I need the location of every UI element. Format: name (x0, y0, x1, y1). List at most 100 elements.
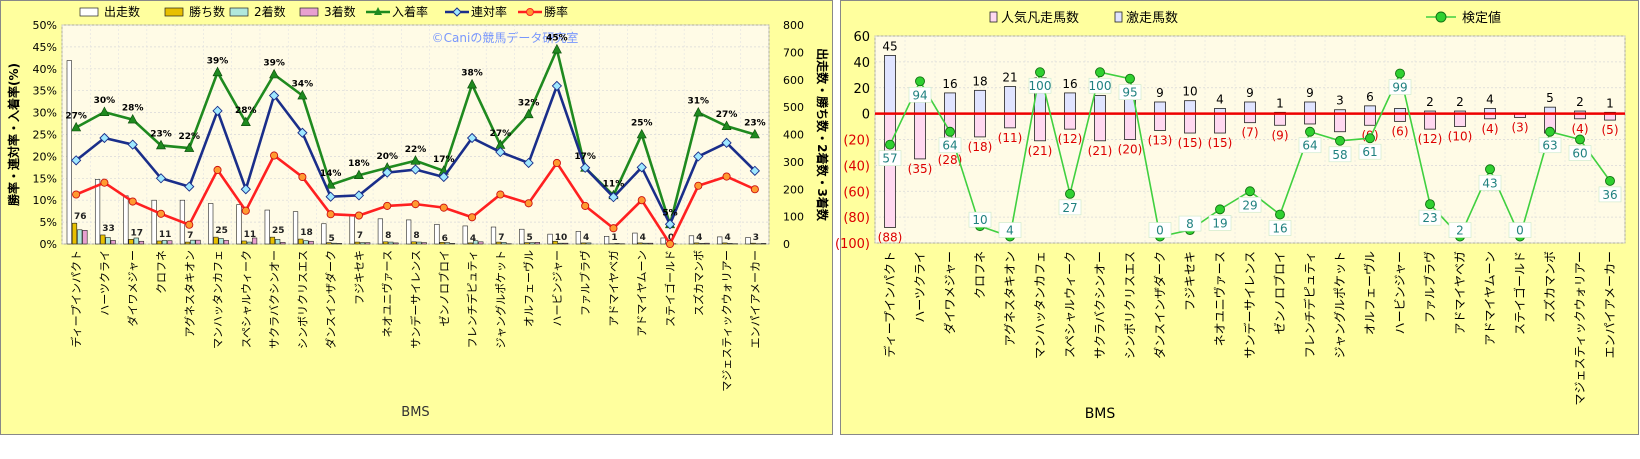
chart2-up-label: 9 (1306, 86, 1314, 100)
chart2-test-marker (1486, 165, 1495, 174)
chart1-bar-1 (751, 243, 756, 244)
chart1-bar-label: 7 (498, 233, 504, 243)
chart2-bar-up (945, 93, 956, 114)
chart2-up-label: 2 (1426, 95, 1434, 109)
chart1-bar-0 (152, 200, 157, 244)
chart1-bar-label: 8 (413, 231, 419, 241)
chart1-ytick-left: 40% (33, 63, 57, 76)
chart1-category-label: ハーツクライ (98, 250, 111, 316)
chart1-line-label: 18% (348, 159, 370, 169)
chart1-category-label: ディープインパクト (69, 250, 83, 348)
chart2-category-label: スペシャルウィーク (1063, 251, 1077, 358)
chart2-test-label: 10 (972, 213, 987, 227)
chart1-bar-2 (417, 242, 422, 244)
chart2-test-label: 57 (882, 152, 897, 166)
chart1-bar-3 (167, 241, 172, 244)
chart2-test-label: 100 (1029, 79, 1052, 93)
chart2-bar-up (885, 55, 896, 113)
chart1-bar-label: 18 (300, 228, 313, 238)
chart2-up-label: 16 (1062, 77, 1077, 91)
chart2-category-label: エンパイアメーカー (1603, 251, 1617, 358)
chart2-test-marker (1576, 135, 1585, 144)
chart2-bar-down (1365, 114, 1376, 126)
chart1: 0%5%10%15%20%25%30%35%40%45%50%010020030… (1, 1, 833, 435)
chart2-down-label: (5) (1602, 123, 1619, 137)
chart2-test-label: 23 (1422, 211, 1437, 225)
chart2-down-label: (4) (1572, 122, 1589, 136)
chart2-bar-down (1455, 114, 1466, 127)
chart2-category-label: アドマイヤベガ (1453, 251, 1467, 335)
chart2-down-label: (9) (1272, 128, 1289, 142)
chart1-bar-1 (129, 239, 134, 244)
chart1-category-label: サンデーサイレンス (409, 250, 423, 349)
chart1-bar-1 (581, 243, 586, 244)
chart1-bar-1 (723, 243, 728, 244)
chart2-bar-down (1065, 114, 1076, 130)
chart1-bar-3 (394, 243, 399, 244)
chart1-ytick-left: 15% (33, 172, 57, 185)
chart2-ytick: (40) (843, 159, 870, 174)
chart1-category-label: スペシャルウィーク (240, 250, 253, 348)
chart1-category-label: フジキセキ (353, 250, 366, 305)
chart2-test-label: 2 (1456, 224, 1464, 238)
legend2-label: 激走馬数 (1126, 11, 1178, 26)
chart1-bar-label: 33 (102, 224, 115, 234)
chart1-marker-circle (468, 214, 475, 221)
chart1-category-label: フレンチデピュティ (465, 250, 479, 348)
chart2-test-label: 61 (1362, 145, 1377, 159)
chart1-bar-0 (124, 196, 129, 244)
chart2-bar-down (1215, 114, 1226, 133)
legend2-label: 検定値 (1462, 10, 1501, 26)
chart1-ylabel-left: 勝率・連対率・入着率(%) (6, 63, 21, 206)
chart2-bar-up (1065, 93, 1076, 114)
chart1-marker-circle (582, 202, 589, 209)
chart1-bar-0 (265, 210, 270, 244)
legend-marker (527, 9, 534, 16)
chart2-up-label: 3 (1336, 94, 1344, 108)
chart1-bar-label: 4 (470, 234, 476, 244)
chart2-down-label: (13) (1148, 133, 1173, 147)
chart2-up-label: 18 (972, 74, 987, 88)
chart1-bar-0 (322, 224, 327, 244)
chart2-test-label: 94 (912, 88, 927, 102)
chart1-marker-circle (497, 191, 504, 198)
chart2-up-label: 21 (1002, 70, 1017, 84)
chart2-ytick: (100) (835, 237, 870, 252)
chart1-category-label: マンハッタンカフェ (212, 250, 225, 349)
chart1-bar-0 (435, 224, 440, 244)
chart1-bar-label: 3 (753, 233, 759, 243)
chart1-line-label: 39% (207, 56, 229, 66)
chart1-bar-2 (247, 242, 252, 244)
chart1-category-label: サクラバクシンオー (268, 250, 281, 349)
chart1-ytick-left: 30% (33, 107, 57, 120)
chart2-test-label: 64 (942, 139, 957, 153)
chart2-down-label: (15) (1208, 136, 1233, 150)
chart2-test-label: 4 (1006, 224, 1014, 238)
chart1-marker-circle (412, 201, 419, 208)
chart1-bar-label: 7 (187, 231, 193, 241)
chart1-bar-0 (746, 237, 751, 244)
chart2-down-label: (3) (1512, 121, 1529, 135)
chart1-marker-circle (101, 179, 108, 186)
chart1-marker-circle (638, 197, 645, 204)
chart1-marker-circle (610, 225, 617, 232)
chart2-test-label: 95 (1122, 86, 1137, 100)
chart2-category-label: ダンスインザダーク (1152, 251, 1167, 359)
chart1-bar-label: 4 (724, 233, 730, 243)
chart1-marker-circle (129, 198, 136, 205)
chart1-line-label: 23% (744, 119, 766, 129)
chart1-bar-1 (214, 237, 219, 244)
chart2-category-label: シンボリクリスエス (1123, 251, 1137, 359)
chart2-bar-up (1095, 96, 1106, 114)
chart1-marker-circle (666, 240, 673, 247)
chart1-ytick-right: 100 (783, 211, 804, 224)
chart2-down-label: (21) (1088, 144, 1113, 158)
chart1-bar-1 (100, 235, 105, 244)
chart2-test-marker (916, 77, 925, 86)
chart2-down-label: (18) (968, 140, 993, 154)
legend-label: 2着数 (254, 4, 286, 19)
chart2-category-label: ハービンジャー (1393, 251, 1407, 334)
chart2-test-label: 19 (1212, 216, 1227, 230)
chart1-line-label: 32% (518, 98, 540, 108)
